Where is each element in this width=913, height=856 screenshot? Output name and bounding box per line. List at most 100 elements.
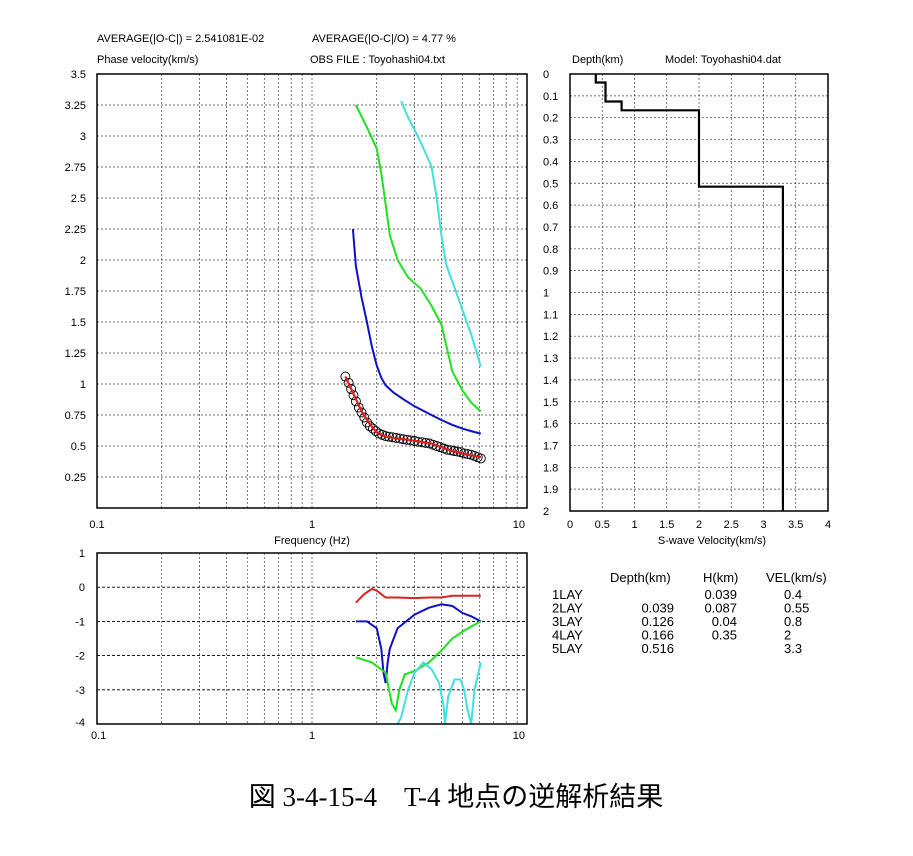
observed-point — [348, 390, 359, 401]
observed-point — [343, 377, 354, 388]
depth-label: Depth(km) — [572, 54, 623, 66]
residual-y-tick-label: -3 — [75, 685, 85, 697]
x-tick-label: 1 — [309, 519, 315, 531]
table-header-depth: Depth(km) — [610, 570, 671, 585]
figure-caption: 図 3-4-15-4 T-4 地点の逆解析結果 — [249, 782, 663, 812]
velocity-tick-label: 0 — [567, 519, 573, 531]
dispersion-series-2 — [351, 228, 482, 435]
dispersion-series-3 — [355, 104, 482, 413]
velocity-profile-plot: 0 0.1 0.2 0.3 0.4 0.5 0.6 0.7 0.8 0.9 1 1.1 1.2 1.3 1.… — [543, 69, 831, 547]
depth-tick-label: 0.3 — [543, 135, 558, 147]
y-tick-label: 1.75 — [65, 286, 86, 298]
x-axis-label: Frequency (Hz) — [274, 535, 350, 547]
profile-frame — [569, 73, 829, 512]
avg-rel-label: AVERAGE(|O-C|/O) = 4.77 % — [312, 33, 456, 45]
layer-velocity: 0.55 — [784, 601, 809, 616]
residual-x-ticks: 0.1 1 10 — [91, 730, 525, 742]
y-tick-label: 0.75 — [65, 410, 86, 422]
layer-velocity: 3.3 — [784, 641, 802, 656]
dispersion-frame — [96, 73, 528, 509]
layer-depth: 0.126 — [641, 614, 674, 629]
layer-velocity: 0.8 — [784, 614, 802, 629]
residual-y-tick-label: -1 — [75, 616, 85, 628]
depth-tick-label: 0.5 — [543, 178, 558, 190]
profile-x-ticks: 0 0.5 1 1.5 2 2.5 3 3.5 4 — [567, 519, 831, 531]
layer-velocity: 0.4 — [784, 587, 802, 602]
layer-thickness: 0.039 — [704, 587, 737, 602]
depth-tick-label: 1.1 — [543, 309, 558, 321]
layer-velocity: 2 — [784, 628, 791, 643]
depth-tick-label: 0.1 — [543, 91, 558, 103]
depth-tick-label: 1.4 — [543, 375, 558, 387]
residual-y-tick-label: 1 — [79, 548, 85, 560]
depth-tick-label: 0.9 — [543, 266, 558, 278]
depth-tick-label: 0.8 — [543, 244, 558, 256]
dispersion-plot: 0.25 0.5 0.75 1 1.25 1.5 1.75 2 2.25 2.5 2.75 3 3.25… — [65, 69, 528, 547]
y-tick-label: 2.25 — [65, 224, 86, 236]
velocity-tick-label: 4 — [825, 519, 831, 531]
residual-y-ticks: 1 0 -1 -2 -3 -4 — [75, 548, 85, 729]
layer-name: 5LAY — [552, 641, 583, 656]
velocity-tick-label: 3 — [760, 519, 766, 531]
depth-tick-label: 1.3 — [543, 353, 558, 365]
observed-point — [442, 444, 453, 455]
y-tick-label: 3 — [80, 131, 86, 143]
profile-y-ticks: 0 0.1 0.2 0.3 0.4 0.5 0.6 0.7 0.8 0.9 1 1.1 1.2 1.3 1.… — [543, 69, 558, 518]
y-tick-label: 1.25 — [65, 348, 86, 360]
dispersion-x-ticks: 0.1 1 10 — [89, 519, 525, 531]
depth-tick-label: 1 — [543, 288, 549, 300]
layer-thickness: 0.04 — [712, 614, 737, 629]
layer-table: Depth(km) H(km) VEL(km/s) 1LAY 0.039 0.4 2L… — [552, 570, 827, 656]
fitted-curve-overlay — [344, 376, 481, 459]
layer-depth: 0.516 — [641, 641, 674, 656]
depth-tick-label: 0.2 — [543, 113, 558, 125]
obs-file-label: OBS FILE : Toyohashi04.txt — [310, 54, 445, 66]
table-header-h: H(km) — [703, 570, 738, 585]
y-tick-label: 1.5 — [71, 317, 86, 329]
layer-thickness: 0.087 — [704, 601, 737, 616]
y-tick-label: 2.75 — [65, 162, 86, 174]
dispersion-series — [344, 100, 482, 459]
x-tick-label: 0.1 — [89, 519, 104, 531]
depth-tick-label: 0.7 — [543, 222, 558, 234]
residual-series-1 — [355, 587, 481, 604]
layer-depth: 0.039 — [641, 601, 674, 616]
residual-y-tick-label: -4 — [75, 717, 85, 729]
x-tick-label: 10 — [513, 519, 525, 531]
velocity-tick-label: 2 — [696, 519, 702, 531]
observed-point — [370, 426, 381, 437]
observed-point — [340, 371, 351, 382]
observed-point — [475, 453, 486, 464]
dispersion-series-4 — [400, 100, 482, 367]
depth-tick-label: 1.2 — [543, 331, 558, 343]
depth-tick-label: 1.9 — [543, 484, 558, 496]
observed-points — [340, 371, 486, 464]
depth-tick-label: 0.4 — [543, 156, 558, 168]
phase-velocity-label: Phase velocity(km/s) — [97, 54, 198, 66]
y-tick-label: 0.25 — [65, 472, 86, 484]
depth-tick-label: 1.5 — [543, 397, 558, 409]
layer-depth: 0.166 — [641, 628, 674, 643]
observed-point — [367, 423, 378, 434]
residual-x-tick-label: 1 — [309, 730, 315, 742]
observed-point — [359, 412, 370, 423]
layer-name: 3LAY — [552, 614, 583, 629]
y-tick-label: 3.5 — [71, 69, 86, 81]
depth-tick-label: 2 — [543, 506, 549, 518]
model-label: Model: Toyohashi04.dat — [665, 54, 781, 66]
layer-thickness: 0.35 — [712, 628, 737, 643]
residual-grid — [97, 553, 527, 724]
observed-point — [361, 417, 372, 428]
y-tick-label: 2 — [80, 255, 86, 267]
residual-y-tick-label: 0 — [79, 582, 85, 594]
residual-y-tick-label: -2 — [75, 651, 85, 663]
depth-tick-label: 1.8 — [543, 462, 558, 474]
table-header-vel: VEL(km/s) — [766, 570, 827, 585]
residual-frame — [96, 552, 528, 725]
observed-point — [380, 431, 391, 442]
y-tick-label: 2.5 — [71, 193, 86, 205]
residual-series-3 — [355, 620, 482, 714]
velocity-tick-label: 1.5 — [659, 519, 674, 531]
layer-name: 4LAY — [552, 628, 583, 643]
